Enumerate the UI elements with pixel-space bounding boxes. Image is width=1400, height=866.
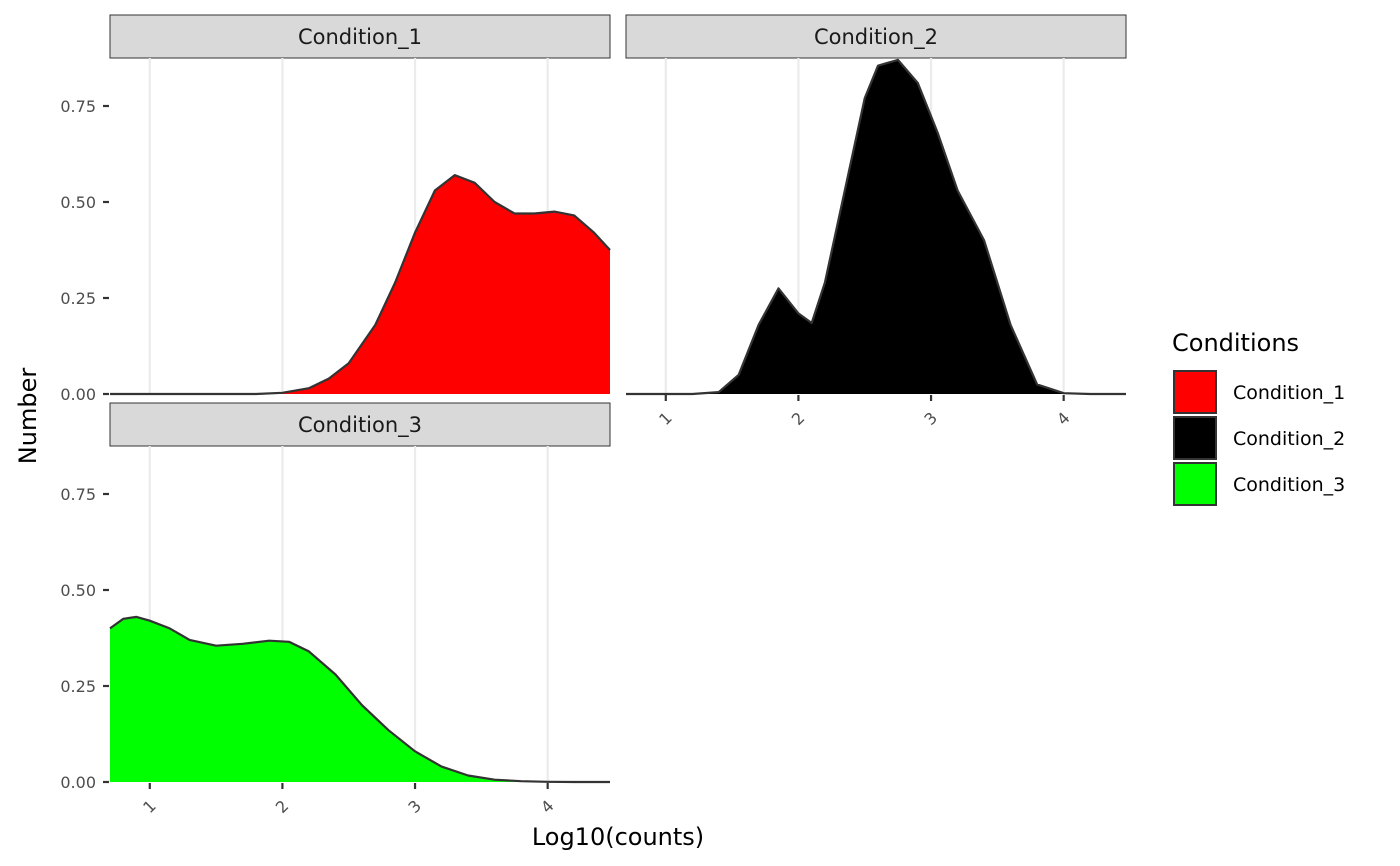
legend-key	[1173, 416, 1217, 460]
legend-key	[1173, 370, 1217, 414]
y-tick-label: 0.75	[60, 97, 96, 116]
y-tick-label: 0.25	[60, 677, 96, 696]
legend: Conditions Condition_1 Condition_2 Conditi…	[1172, 329, 1345, 506]
legend-title: Conditions	[1172, 329, 1299, 357]
y-tick-label: 0.00	[60, 385, 96, 404]
x-axis-title: Log10(counts)	[532, 823, 704, 851]
density-area	[110, 175, 610, 394]
density-area	[110, 616, 610, 782]
facet-panel: Condition_21 2 3 4	[625, 14, 1127, 429]
facet-panel: Condition_1 0.00 0.25 0.50 0.75	[60, 14, 611, 404]
density-area	[626, 59, 1126, 395]
facet-panel: Condition_30.000.250.500.751 2 3 4	[60, 402, 611, 817]
density-outline	[110, 174, 611, 396]
legend-label: Condition_3	[1233, 474, 1345, 496]
legend-label: Condition_1	[1233, 382, 1345, 404]
facet-strip-label: Condition_2	[814, 25, 938, 50]
facet-strip	[109, 14, 611, 59]
y-axis-title: Number	[14, 368, 42, 465]
y-tick-label: 0.50	[60, 193, 96, 212]
facet-strip	[625, 14, 1127, 59]
density-outline	[109, 615, 610, 784]
facet-strip-label: Condition_1	[298, 25, 422, 50]
y-tick-label: 0.50	[60, 581, 96, 600]
y-tick-label: 0.75	[60, 485, 96, 504]
facet-strip-label: Condition_3	[298, 413, 422, 438]
y-tick-label: 0.00	[60, 773, 96, 792]
legend-label: Condition_2	[1233, 428, 1345, 450]
facet-panels: Condition_1 0.00 0.25 0.50 0.75 Condition_21 2…	[60, 14, 1127, 817]
legend-key	[1173, 462, 1217, 506]
facet-strip	[109, 402, 611, 447]
y-tick-label: 0.25	[60, 289, 96, 308]
density-outline	[626, 58, 1126, 396]
